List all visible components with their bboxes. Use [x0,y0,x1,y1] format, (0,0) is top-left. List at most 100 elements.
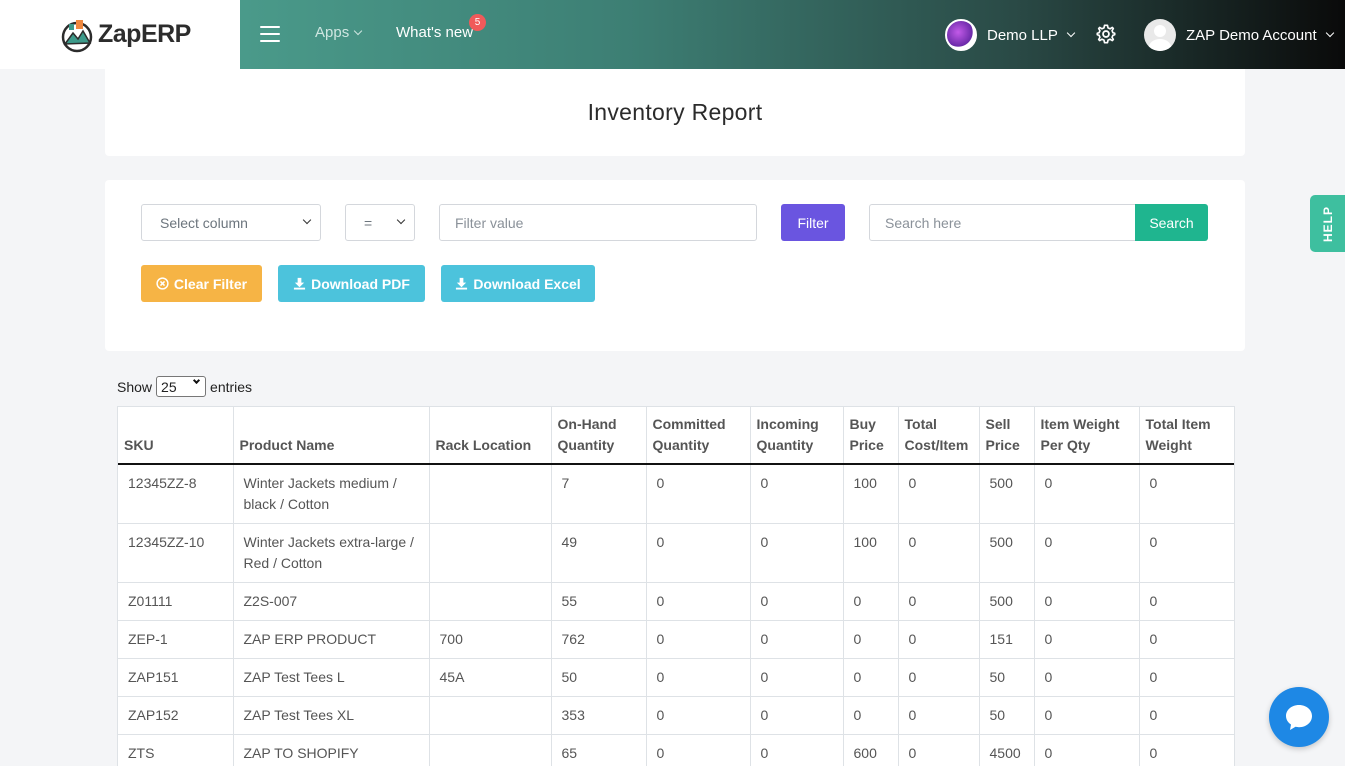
chevron-down-icon [302,215,312,225]
search-button[interactable]: Search [1135,204,1208,241]
table-cell: 700 [429,620,552,659]
table-cell: ZEP-1 [118,620,234,659]
filter-value-input[interactable]: Filter value [439,204,757,241]
clear-filter-button[interactable]: Clear Filter [141,265,262,302]
table-cell: 0 [1139,582,1234,621]
chat-bubble-icon [1286,705,1312,730]
table-cell: ZAP ERP PRODUCT [233,620,430,659]
table-cell: 45A [429,658,552,697]
table-cell: 12345ZZ-10 [118,523,234,583]
table-cell: 0 [898,523,980,583]
column-header[interactable]: Incoming Quantity [750,407,844,465]
nav-apps-label: Apps [315,24,350,41]
table-cell: 0 [1139,658,1234,697]
entries-select[interactable]: 25 [156,376,207,397]
table-cell: 7 [551,464,647,524]
column-header[interactable]: Item Weight Per Qty [1034,407,1140,465]
column-header[interactable]: SKU [118,407,234,465]
table-header-row: SKU Product Name Rack Location On-Hand Q… [118,407,1234,465]
table-cell: 0 [843,696,899,735]
column-header[interactable]: Product Name [233,407,430,465]
table-cell: 0 [750,734,844,766]
show-label: Show [117,378,153,395]
chevron-down-icon [192,376,201,385]
table-row: Z01111 Z2S-007 55 0 0 0 0 500 0 0 [118,582,1234,621]
filter-button[interactable]: Filter [781,204,845,241]
download-pdf-button[interactable]: Download PDF [278,265,425,302]
table-cell: 0 [843,620,899,659]
table-cell: Z01111 [118,582,234,621]
column-header[interactable]: Total Item Weight [1139,407,1234,465]
brand-logo[interactable]: ZapERP [0,0,240,69]
table-cell: ZAP TO SHOPIFY [233,734,430,766]
table-cell: 0 [750,658,844,697]
table-cell: 100 [843,464,899,524]
table-cell: 0 [1034,734,1140,766]
column-select[interactable]: Select column [141,204,321,241]
table-cell: ZAP Test Tees L [233,658,430,697]
nav-bar: Apps What's new 5 Demo LLP ZAP Demo Acco… [240,0,1345,69]
column-header[interactable]: Buy Price [843,407,899,465]
operator-select[interactable]: = [345,204,415,241]
table-cell: 500 [979,464,1035,524]
table-cell: 0 [1034,696,1140,735]
download-excel-label: Download Excel [473,275,581,292]
table-cell: 65 [551,734,647,766]
table-cell: 151 [979,620,1035,659]
chevron-down-icon [353,26,363,35]
table-cell: 500 [979,582,1035,621]
column-header[interactable]: Total Cost/Item [898,407,980,465]
column-header[interactable]: On-Hand Quantity [551,407,647,465]
table-cell: 0 [898,464,980,524]
menu-toggle-icon[interactable] [260,26,280,42]
table-cell: 0 [1034,582,1140,621]
org-switcher[interactable]: Demo LLP [945,19,1076,51]
column-header[interactable]: Committed Quantity [646,407,751,465]
table-cell: 0 [898,658,980,697]
avatar [1144,19,1176,51]
top-bar: ZapERP Apps What's new 5 Demo LLP ZAP De… [0,0,1345,69]
table-row: ZTS ZAP TO SHOPIFY 65 0 0 600 0 4500 0 0 [118,734,1234,766]
table-cell: 12345ZZ-8 [118,464,234,524]
table-cell: 0 [1139,696,1234,735]
help-tab[interactable]: HELP [1310,195,1345,252]
table-cell: 500 [979,523,1035,583]
chevron-down-icon [1325,28,1334,38]
table-cell: ZAP152 [118,696,234,735]
filter-panel: Select column = Filter value Filter Sear… [105,180,1245,351]
table-cell: 0 [750,582,844,621]
entries-select-value: 25 [161,378,177,395]
table-cell: 55 [551,582,647,621]
table-cell: 0 [1139,734,1234,766]
table-row: 12345ZZ-10 Winter Jackets extra-large / R… [118,523,1234,583]
download-excel-button[interactable]: Download Excel [441,265,595,302]
zap-logo-icon [61,19,93,52]
table-cell: 50 [551,658,647,697]
brand-name: ZapERP [98,20,191,48]
column-header[interactable]: Rack Location [429,407,552,465]
table-row: ZEP-1 ZAP ERP PRODUCT 700 762 0 0 0 0 151 0 0 [118,620,1234,659]
table-cell: 600 [843,734,899,766]
gear-icon[interactable] [1095,23,1117,45]
search-input[interactable]: Search here [869,204,1136,241]
operator-select-value: = [364,214,373,231]
download-pdf-label: Download PDF [311,275,410,292]
table-cell: 0 [646,658,751,697]
table-cell [429,523,552,583]
download-icon [456,277,468,290]
account-name: ZAP Demo Account [1186,26,1317,44]
entries-length-control: Show 25 entries [117,376,252,397]
column-select-value: Select column [160,214,248,231]
nav-whats-new[interactable]: What's new [396,24,474,41]
download-icon [294,277,306,290]
account-menu[interactable]: ZAP Demo Account [1144,19,1334,51]
table-cell: 0 [1139,523,1234,583]
help-tab-label: HELP [1320,205,1335,242]
nav-apps-dropdown[interactable]: Apps [315,24,363,41]
chat-launcher-button[interactable] [1269,687,1329,747]
entries-label: entries [210,378,253,395]
table-cell: ZAP151 [118,658,234,697]
table-cell: 0 [1034,658,1140,697]
column-header[interactable]: Sell Price [979,407,1035,465]
table-cell: ZTS [118,734,234,766]
